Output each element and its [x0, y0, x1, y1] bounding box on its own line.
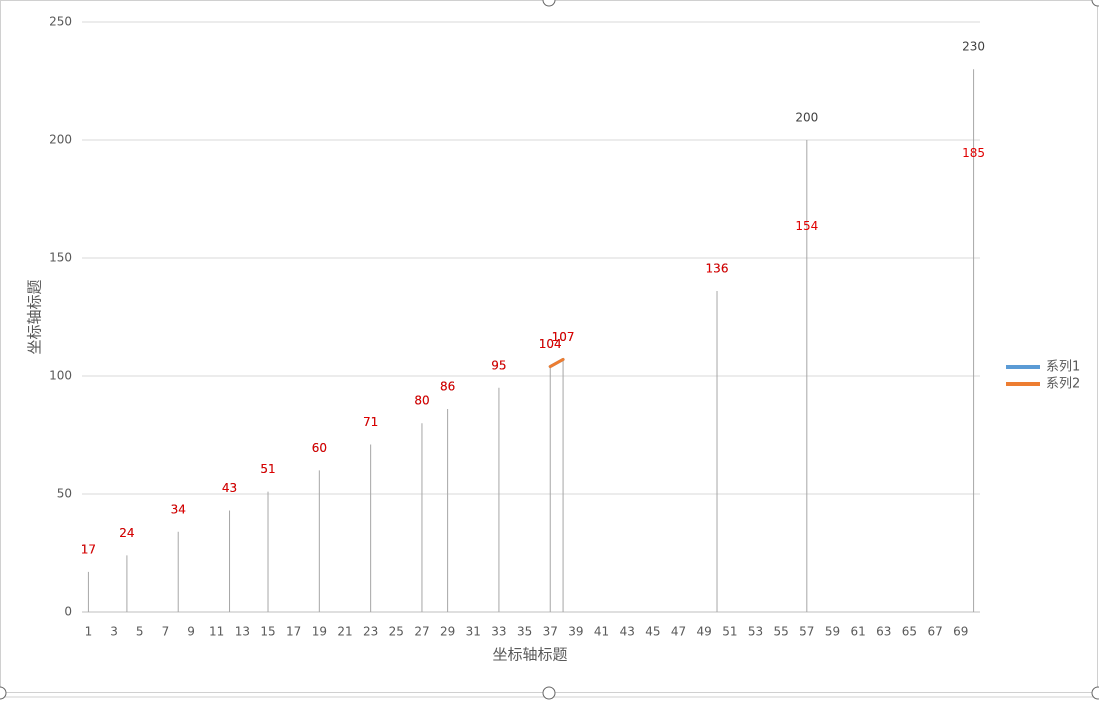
- data-label: 104: [539, 337, 562, 351]
- data-label: 60: [312, 441, 327, 455]
- data-label: 80: [414, 394, 429, 408]
- x-tick-label: 39: [568, 625, 583, 639]
- x-tick-label: 19: [312, 625, 327, 639]
- x-tick-label: 7: [162, 625, 170, 639]
- data-label: 200: [795, 111, 818, 125]
- x-tick-label: 45: [645, 625, 660, 639]
- x-tick-label: 3: [110, 625, 118, 639]
- x-tick-label: 17: [286, 625, 301, 639]
- data-label: 95: [491, 358, 506, 372]
- y-tick-label: 250: [49, 15, 72, 29]
- x-tick-label: 49: [697, 625, 712, 639]
- x-tick-label: 21: [337, 625, 352, 639]
- data-label: 24: [119, 526, 134, 540]
- x-tick-label: 53: [748, 625, 763, 639]
- x-tick-label: 59: [825, 625, 840, 639]
- x-tick-label: 1: [85, 625, 93, 639]
- x-tick-label: 23: [363, 625, 378, 639]
- y-tick-label: 0: [64, 605, 72, 619]
- y-axis-title: 坐标轴标题: [26, 279, 44, 354]
- data-label: 95: [491, 358, 506, 372]
- data-label: 43: [222, 481, 237, 495]
- x-tick-label: 13: [235, 625, 250, 639]
- x-tick-label: 35: [517, 625, 532, 639]
- data-label: 51: [260, 462, 275, 476]
- y-tick-label: 50: [57, 487, 72, 501]
- data-label: 107: [552, 330, 575, 344]
- x-tick-label: 41: [594, 625, 609, 639]
- data-label: 60: [312, 441, 327, 455]
- data-label: 71: [363, 415, 378, 429]
- x-axis-title: 坐标轴标题: [492, 646, 567, 664]
- x-tick-label: 11: [209, 625, 224, 639]
- y-tick-label: 100: [49, 369, 72, 383]
- resize-handle[interactable]: [542, 0, 556, 7]
- x-tick-label: 61: [850, 625, 865, 639]
- data-label: 154: [795, 219, 818, 233]
- resize-handle[interactable]: [542, 686, 556, 700]
- data-label: 34: [171, 502, 186, 516]
- y-tick-label: 150: [49, 251, 72, 265]
- resize-handle[interactable]: [1091, 686, 1099, 700]
- legend-label: 系列1: [1046, 360, 1080, 375]
- data-label: 86: [440, 380, 455, 394]
- data-label: 17: [81, 542, 96, 556]
- data-label: 136: [706, 262, 729, 276]
- data-label: 230: [962, 40, 985, 54]
- x-tick-label: 5: [136, 625, 144, 639]
- resize-handle[interactable]: [1091, 0, 1099, 7]
- x-tick-label: 33: [491, 625, 506, 639]
- resize-handle[interactable]: [0, 686, 7, 700]
- legend-label: 系列2: [1046, 377, 1080, 392]
- data-label: 136: [706, 262, 729, 276]
- data-label: 24: [119, 526, 134, 540]
- data-label: 104: [539, 337, 562, 351]
- y-tick-label: 200: [49, 133, 72, 147]
- x-tick-label: 29: [440, 625, 455, 639]
- x-tick-label: 51: [722, 625, 737, 639]
- data-label: 43: [222, 481, 237, 495]
- x-tick-label: 67: [927, 625, 942, 639]
- x-tick-label: 55: [774, 625, 789, 639]
- x-tick-label: 57: [799, 625, 814, 639]
- x-tick-label: 69: [953, 625, 968, 639]
- x-tick-label: 63: [876, 625, 891, 639]
- x-tick-label: 37: [543, 625, 558, 639]
- data-label: 71: [363, 415, 378, 429]
- x-tick-label: 9: [187, 625, 195, 639]
- x-tick-label: 47: [671, 625, 686, 639]
- x-tick-label: 15: [260, 625, 275, 639]
- x-tick-label: 25: [389, 625, 404, 639]
- data-label: 86: [440, 380, 455, 394]
- x-tick-label: 31: [466, 625, 481, 639]
- x-tick-label: 43: [620, 625, 635, 639]
- data-label: 80: [414, 394, 429, 408]
- data-label: 185: [962, 146, 985, 160]
- data-label: 34: [171, 502, 186, 516]
- x-tick-label: 65: [902, 625, 917, 639]
- data-label: 17: [81, 542, 96, 556]
- data-label: 51: [260, 462, 275, 476]
- data-label: 107: [552, 330, 575, 344]
- x-tick-label: 27: [414, 625, 429, 639]
